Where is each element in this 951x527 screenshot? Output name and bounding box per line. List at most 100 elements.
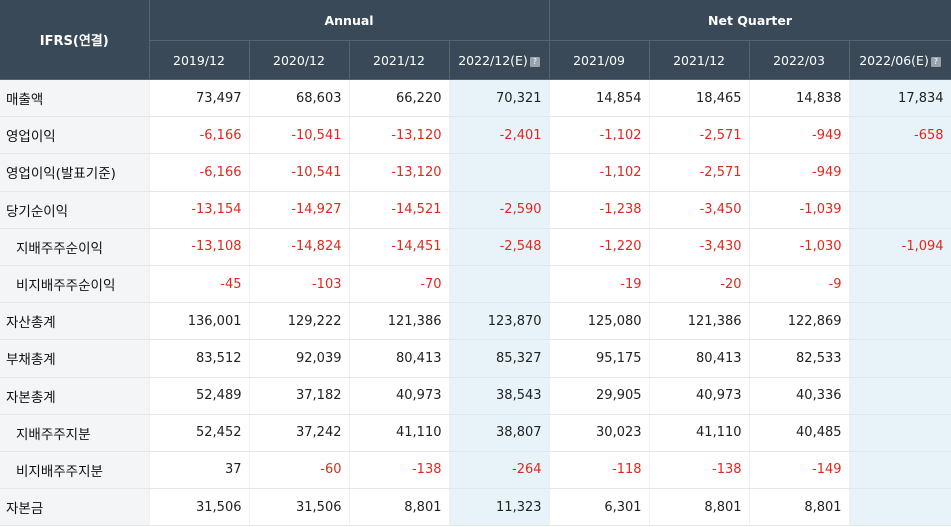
value-cell: -14,927 [249,191,350,229]
table-row: 지배주주지분 52,452 37,242 41,110 38,807 30,023 41,1… [0,414,951,452]
value-cell: 6,301 [549,488,650,527]
period-header: 2019/12 [149,40,250,80]
period-header: 2021/12 [649,40,750,80]
value-cell: 8,801 [349,488,450,527]
value-cell: -60 [249,451,350,490]
period-label: 2022/12(E) [458,52,528,68]
value-cell: -45 [149,265,250,304]
row-label: 지배주주순이익 [0,228,150,266]
value-cell: -2,571 [649,153,750,192]
value-cell: 17,834 [849,79,951,118]
value-cell: 80,413 [649,339,750,378]
value-cell: 37,182 [249,377,350,415]
value-cell: -1,220 [549,228,650,266]
row-label: 자본총계 [0,377,150,415]
value-cell: -14,824 [249,228,350,266]
value-cell: -14,521 [349,191,450,229]
value-cell: -3,430 [649,228,750,266]
row-label: 자본금 [0,488,150,527]
value-cell: -658 [849,116,951,155]
value-cell [449,153,550,192]
period-label: 2019/12 [173,52,225,68]
period-label: 2022/03 [773,52,825,68]
value-cell: 40,973 [349,377,450,415]
value-cell: -10,541 [249,153,350,192]
table-row: 자본총계 52,489 37,182 40,973 38,543 29,905 40,973… [0,377,951,415]
period-header: 2022/06(E)? [849,40,951,80]
value-cell: -13,154 [149,191,250,229]
value-cell: -949 [749,153,850,192]
table-row: 자산총계 136,001 129,222 121,386 123,870 125,080 1… [0,302,951,341]
table-row: 자본금 31,506 31,506 8,801 11,323 6,301 8,801 8,80… [0,488,951,527]
row-label: 영업이익 [0,116,150,155]
table-row: 지배주주순이익 -13,108 -14,824 -14,451 -2,548 -1,220… [0,228,951,266]
value-cell: -1,094 [849,228,951,266]
value-cell [849,153,951,192]
row-label: 비지배주주순이익 [0,265,150,304]
value-cell: -1,039 [749,191,850,229]
period-header: 2022/12(E)? [449,40,550,80]
value-cell: -6,166 [149,153,250,192]
value-cell: -1,030 [749,228,850,266]
row-label: 지배주주지분 [0,414,150,452]
value-cell: 129,222 [249,302,350,341]
value-cell: -1,238 [549,191,650,229]
value-cell: 18,465 [649,79,750,118]
value-cell: 82,533 [749,339,850,378]
value-cell: -10,541 [249,116,350,155]
value-cell: 40,485 [749,414,850,452]
table-corner-header: IFRS(연결) [0,0,150,80]
value-cell: -2,548 [449,228,550,266]
table-row: 매출액 73,497 68,603 66,220 70,321 14,854 18,465 1… [0,79,951,118]
value-cell: 30,023 [549,414,650,452]
value-cell [849,377,951,415]
value-cell: 123,870 [449,302,550,341]
value-cell: 92,039 [249,339,350,378]
period-header: 2022/03 [749,40,850,80]
value-cell: 52,452 [149,414,250,452]
value-cell: -138 [349,451,450,490]
value-cell [849,302,951,341]
value-cell: -70 [349,265,450,304]
value-cell: -2,571 [649,116,750,155]
period-label: 2020/12 [273,52,325,68]
period-header: 2021/12 [349,40,450,80]
value-cell: 37,242 [249,414,350,452]
value-cell: -1,102 [549,116,650,155]
value-cell: -13,120 [349,153,450,192]
help-question-icon[interactable]: ? [930,56,941,67]
period-label: 2022/06(E) [859,52,929,68]
value-cell: 29,905 [549,377,650,415]
row-label: 자산총계 [0,302,150,341]
value-cell: -3,450 [649,191,750,229]
value-cell: 121,386 [649,302,750,341]
value-cell: 8,801 [749,488,850,527]
value-cell: 121,386 [349,302,450,341]
period-header: 2021/09 [549,40,650,80]
value-cell: -138 [649,451,750,490]
value-cell [849,414,951,452]
table-row: 비지배주주지분 37 -60 -138 -264 -118 -138 -149 [0,451,951,490]
value-cell [849,339,951,378]
value-cell: 70,321 [449,79,550,118]
value-cell: 41,110 [349,414,450,452]
net-quarter-group-header: Net Quarter [549,0,951,41]
table-row: 영업이익(발표기준) -6,166 -10,541 -13,120 -1,102 -2,5… [0,153,951,192]
help-question-icon[interactable]: ? [529,56,540,67]
value-cell: -14,451 [349,228,450,266]
row-label: 당기순이익 [0,191,150,229]
value-cell: 11,323 [449,488,550,527]
value-cell: 73,497 [149,79,250,118]
row-label: 영업이익(발표기준) [0,153,150,192]
value-cell: -149 [749,451,850,490]
row-label: 부채총계 [0,339,150,378]
value-cell [849,488,951,527]
value-cell: 31,506 [249,488,350,527]
value-cell: 66,220 [349,79,450,118]
value-cell [849,191,951,229]
period-header: 2020/12 [249,40,350,80]
value-cell: -20 [649,265,750,304]
value-cell: -6,166 [149,116,250,155]
value-cell: 52,489 [149,377,250,415]
value-cell: -13,108 [149,228,250,266]
